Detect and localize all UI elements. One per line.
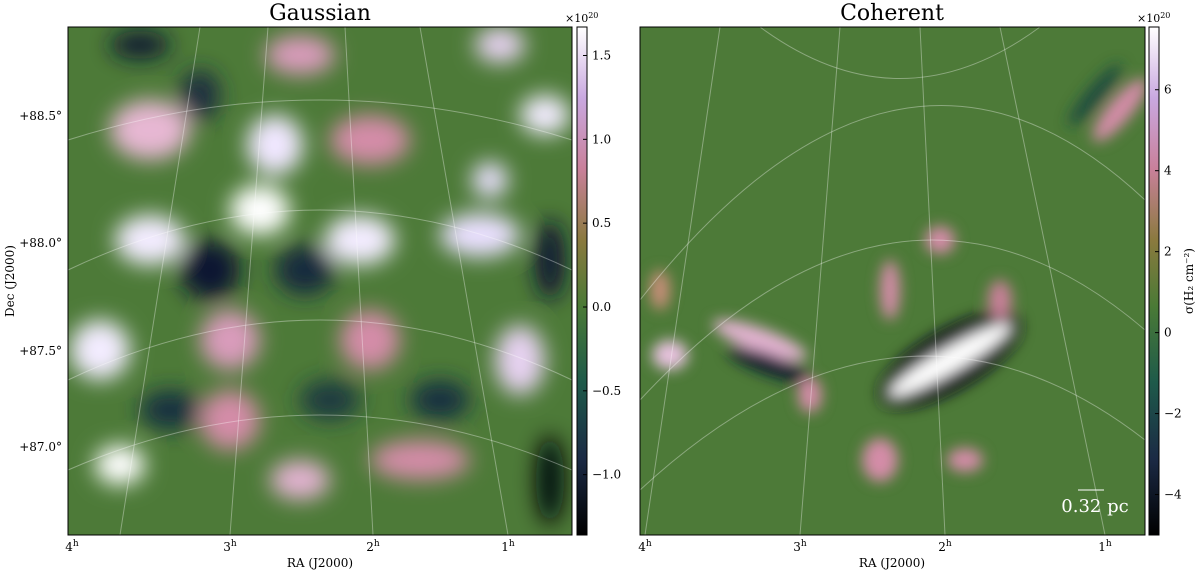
frame (67, 26, 573, 536)
y-tick-label: +88.0° (19, 236, 62, 250)
colorbar-tick-label: 1.0 (592, 132, 611, 146)
coherent-map (640, 27, 1145, 535)
x-tick-label: 2h (938, 539, 952, 554)
x-tick-value: 4 (65, 540, 73, 554)
coord-grid (67, 26, 1146, 536)
x-tick-label: 4h (638, 539, 652, 554)
x-label: RA (J2000) (859, 556, 925, 570)
x-tick-value: 2 (366, 540, 374, 554)
x-label: RA (J2000) (287, 556, 353, 570)
multiplier-base: ×10 (565, 12, 588, 25)
colorbar-tick-label: 0.0 (592, 300, 611, 314)
colorbar (576, 26, 588, 536)
y-label: Dec (J2000) (3, 245, 17, 317)
x-tick-unit: h (801, 539, 807, 549)
x-tick-value: 4 (638, 540, 646, 554)
colorbar-multiplier: ×1020 (1137, 11, 1170, 25)
colorbar-tick-label: 2 (1164, 245, 1172, 259)
x-tick-value: 3 (223, 540, 231, 554)
x-tick-unit: h (231, 539, 237, 549)
x-tick-unit: h (1106, 539, 1112, 549)
x-tick-value: 3 (793, 540, 801, 554)
colorbar-tick-label: 1.5 (592, 49, 611, 63)
x-tick-unit: h (509, 539, 515, 549)
x-tick-label: 1h (501, 539, 515, 554)
colorbar-tick-label: −0.5 (592, 384, 621, 398)
colorbar-tick-label: −2 (1164, 407, 1182, 421)
frame (639, 26, 1146, 536)
colorbar-tick-label: −4 (1164, 488, 1182, 502)
x-tick-label: 4h (65, 539, 79, 554)
colorbar-tick-label: 0.5 (592, 216, 611, 230)
x-tick-value: 1 (1098, 540, 1106, 554)
x-tick-label: 3h (793, 539, 807, 554)
panel-title: Gaussian (269, 1, 371, 26)
multiplier-exponent: 20 (588, 11, 598, 20)
x-tick-label: 2h (366, 539, 380, 554)
y-tick-label: +87.0° (19, 440, 62, 454)
x-tick-value: 2 (938, 540, 946, 554)
colorbar-tick-label: 0 (1164, 326, 1172, 340)
scale-bar-label: 0.32 pc (1061, 496, 1128, 517)
x-tick-unit: h (646, 539, 652, 549)
colorbar-tick-label: 4 (1164, 164, 1172, 178)
multiplier-exponent: 20 (1160, 11, 1170, 20)
colorbar-label: σ(H₂ cm⁻²) (1182, 248, 1196, 314)
x-tick-label: 1h (1098, 539, 1112, 554)
colorbar-tick-label: 6 (1164, 83, 1172, 97)
colorbar (1148, 26, 1160, 536)
x-tick-unit: h (946, 539, 952, 549)
multiplier-base: ×10 (1137, 12, 1160, 25)
panel-title: Coherent (840, 1, 944, 26)
colorbar-multiplier: ×1020 (565, 11, 598, 25)
y-tick-label: +88.5° (19, 109, 62, 123)
x-tick-unit: h (374, 539, 380, 549)
y-tick-label: +87.5° (19, 344, 62, 358)
gaussian-map (68, 27, 572, 535)
x-tick-value: 1 (501, 540, 509, 554)
x-tick-label: 3h (223, 539, 237, 554)
x-tick-unit: h (73, 539, 79, 549)
colorbar-tick-label: −1.0 (592, 468, 621, 482)
